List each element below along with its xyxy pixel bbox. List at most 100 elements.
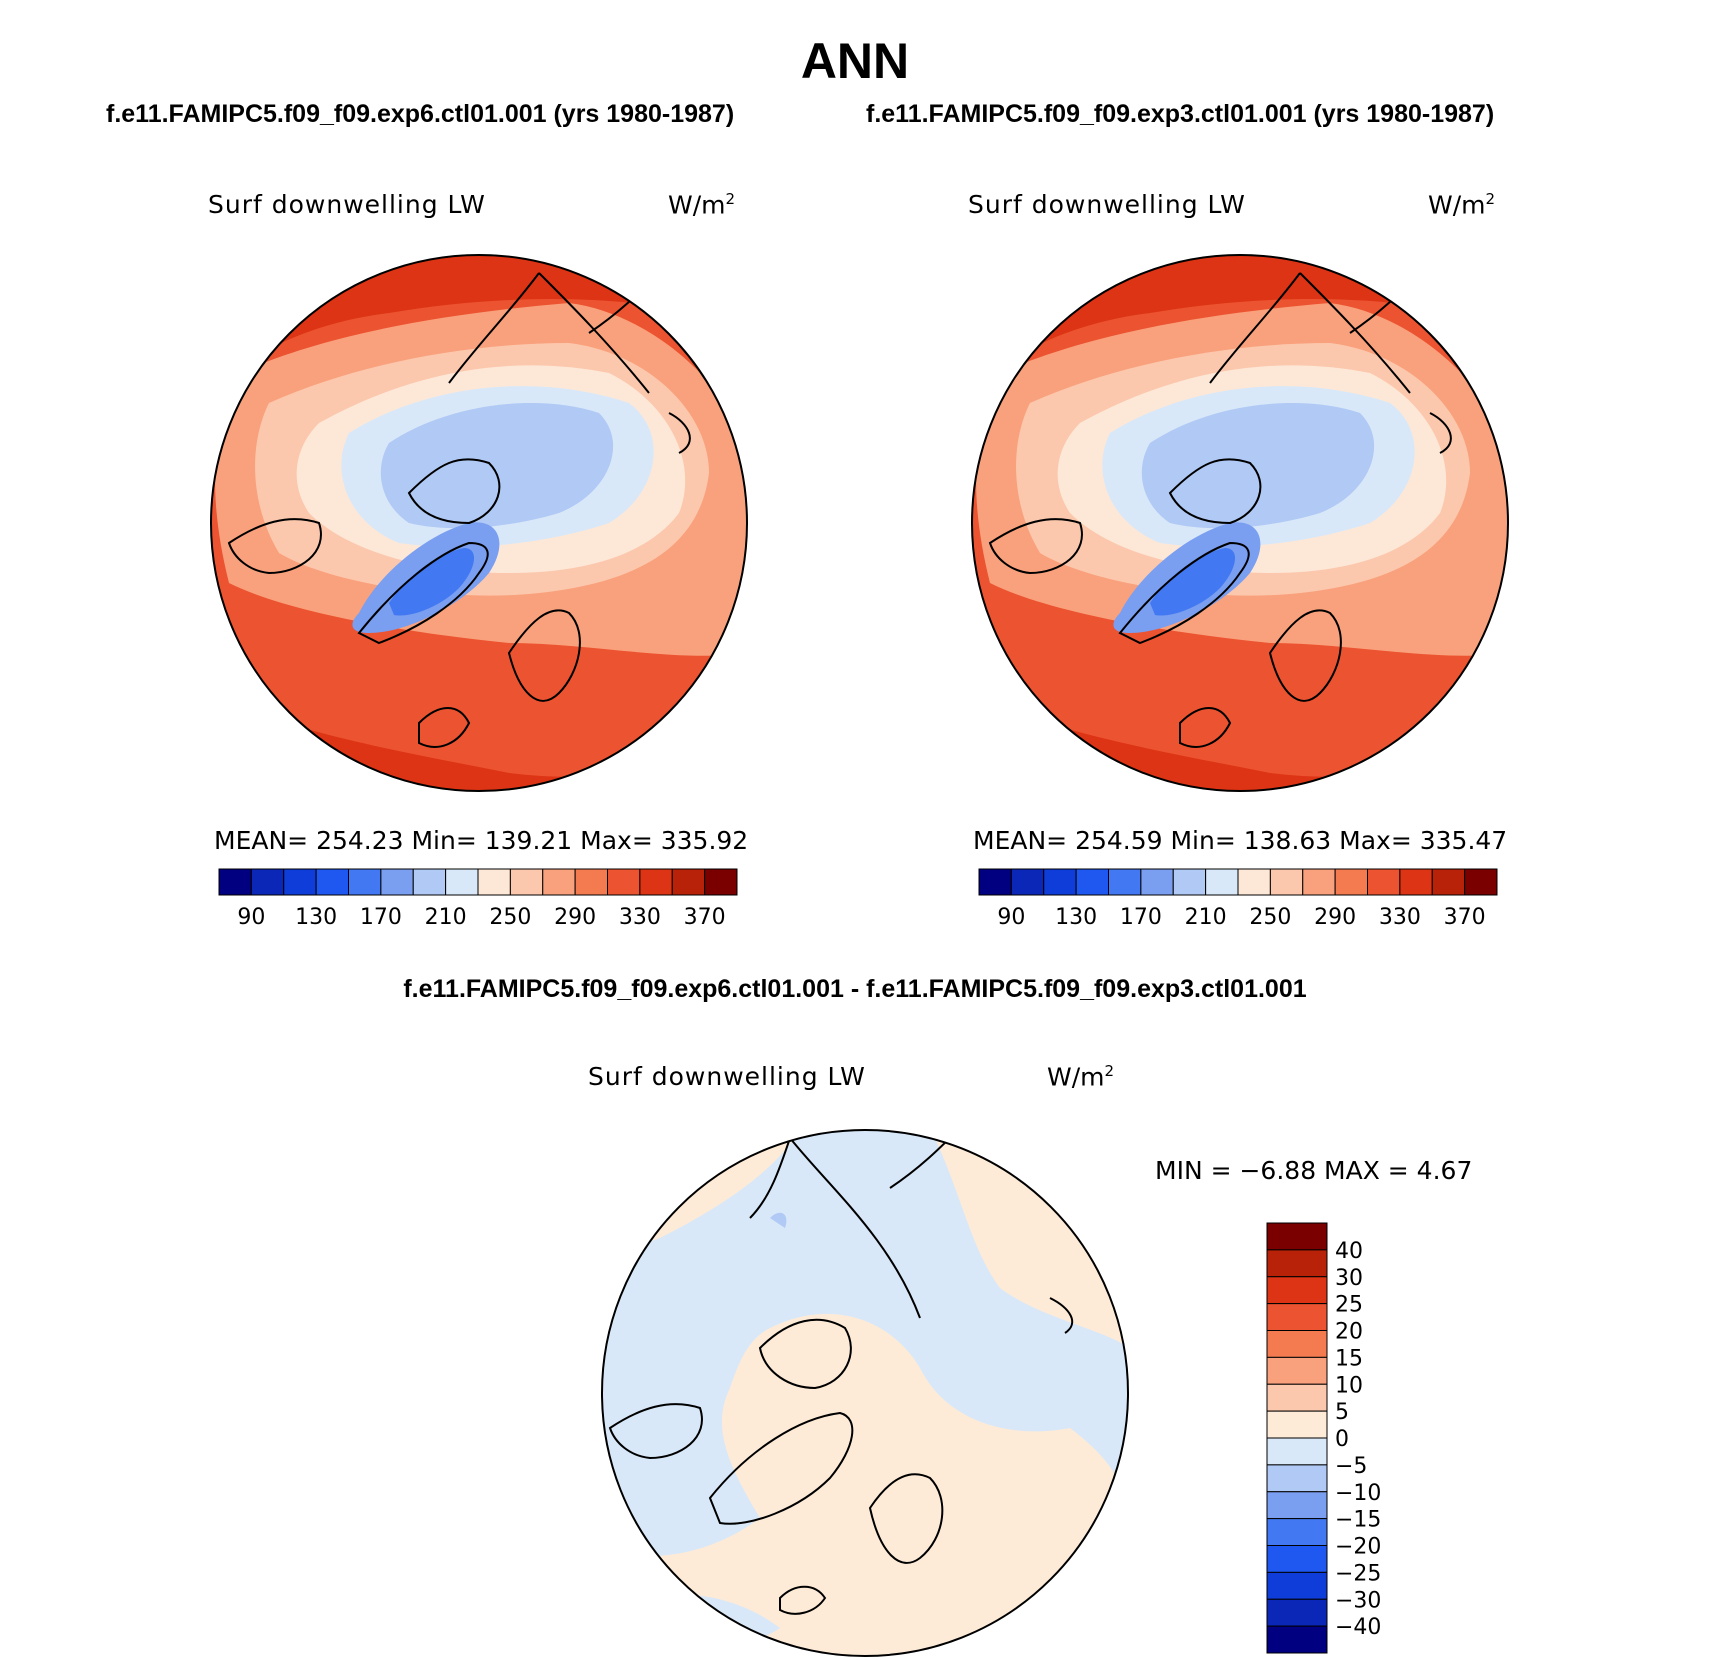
panel3-colorbar-swatch: [1266, 1249, 1328, 1278]
figure-season-title: ANN: [800, 33, 910, 89]
panel2-colorbar-tick-label: 90: [997, 905, 1025, 930]
panel1-colorbar-tick-label: 250: [489, 905, 531, 930]
panel1-colorbar-swatch: [542, 868, 576, 896]
panel3-colorbar-swatch: [1266, 1491, 1328, 1520]
panel1-stats: MEAN= 254.23 Min= 139.21 Max= 335.92: [214, 826, 749, 855]
panel1-colorbar-swatch: [380, 868, 414, 896]
panel1-colorbar-tick-label: 130: [295, 905, 337, 930]
panel3-colorbar-tick-label: 10: [1335, 1373, 1363, 1398]
panel3-colorbar-tick-label: −25: [1335, 1561, 1381, 1586]
panel2-colorbar-tick-label: 210: [1185, 905, 1227, 930]
panel2-case-title: f.e11.FAMIPC5.f09_f09.exp3.ctl01.001 (yr…: [866, 100, 1495, 128]
panel3-colorbar-tick-label: −5: [1335, 1454, 1367, 1479]
panel1-colorbar-swatch: [639, 868, 673, 896]
panel1-colorbar-tick-label: 290: [554, 905, 596, 930]
panel3-region-small-neg: [770, 1212, 787, 1228]
panel2-colorbar-swatch: [1172, 868, 1207, 896]
panel1-colorbar-swatch: [250, 868, 285, 896]
panel3-colorbar-swatch: [1266, 1356, 1328, 1385]
panel3-colorbar-swatch: [1266, 1437, 1328, 1466]
panel3-colorbar-swatch: [1266, 1545, 1328, 1573]
panel3-colorbar-tick-label: −10: [1335, 1481, 1381, 1506]
panel3-colorbar-swatch: [1266, 1625, 1328, 1654]
panel2-colorbar-swatch: [1431, 868, 1466, 896]
panel1-colorbar-swatch: [671, 868, 706, 896]
panel3-colorbar-swatch: [1266, 1303, 1328, 1331]
panel2-colorbar-tick-label: 130: [1055, 905, 1097, 930]
panel1-variable-label: Surf downwelling LW: [208, 190, 486, 219]
panel1-colorbar-swatch: [509, 868, 544, 896]
panel3-colorbar-swatch: [1266, 1410, 1328, 1439]
panel2-colorbar-swatch: [1399, 868, 1433, 896]
panel3-coastlines: [608, 1130, 1074, 1615]
panel1-units-label: W/m2: [668, 190, 736, 220]
panel3-colorbar-tick-label: −15: [1335, 1508, 1381, 1533]
panel3-map-boundary: [601, 1129, 1129, 1657]
panel2-colorbar-tick-label: 330: [1379, 905, 1421, 930]
panel3-colorbar-swatch: [1266, 1276, 1328, 1305]
panel1-colorbar-swatch: [574, 868, 608, 896]
panel3-colorbar-swatch: [1266, 1518, 1328, 1546]
panel2-colorbar: 90 130 170 210 250 290 330 370: [978, 868, 1498, 930]
panel3-colorbar-tick-label: 20: [1335, 1320, 1363, 1345]
panel2-variable-label: Surf downwelling LW: [968, 190, 1246, 219]
panel3-colorbar-swatch: [1266, 1330, 1328, 1358]
panel1-colorbar-swatch: [704, 868, 738, 896]
panel2-colorbar-swatch: [1205, 868, 1239, 896]
panel3-colorbar-swatch: [1266, 1464, 1328, 1493]
panel3-colorbar-tick-label: 15: [1335, 1346, 1363, 1371]
panel1-colorbar-tick-label: 210: [425, 905, 467, 930]
panel2-colorbar-swatch: [1075, 868, 1109, 896]
panel2-colorbar-swatch: [1302, 868, 1336, 896]
panel1-colorbar-swatch: [218, 868, 252, 896]
panel1-colorbar-swatch: [348, 868, 382, 896]
panel1-region-cool: [380, 403, 614, 529]
panel1-colorbar-tick-label: 170: [360, 905, 402, 930]
panel2-colorbar-tick-label: 370: [1444, 905, 1486, 930]
panel2-colorbar-tick-label: 290: [1314, 905, 1356, 930]
panel1-greenland-coldest: [389, 548, 475, 616]
panel1-colorbar-swatch: [445, 868, 479, 896]
panel2-greenland-coldest: [1150, 548, 1236, 616]
panel3-colorbar-tick-label: −30: [1335, 1588, 1381, 1613]
panel2-stats: MEAN= 254.59 Min= 138.63 Max= 335.47: [973, 826, 1508, 855]
panel3-units-label: W/m2: [1047, 1062, 1115, 1092]
panel1-polar-map: [210, 254, 748, 792]
panel3-colorbar-tick-label: 0: [1335, 1427, 1349, 1452]
panel2-colorbar-swatch: [1237, 868, 1271, 896]
panel1-case-title: f.e11.FAMIPC5.f09_f09.exp6.ctl01.001 (yr…: [106, 100, 735, 128]
panel2-colorbar-swatch: [1334, 868, 1368, 896]
panel1-colorbar-swatch: [607, 868, 641, 896]
panel1-colorbar-tick-label: 330: [619, 905, 661, 930]
panel2-polar-map: [971, 254, 1509, 792]
panel3-colorbar-tick-label: 40: [1335, 1239, 1363, 1264]
panel1-colorbar-tick-label: 370: [684, 905, 726, 930]
panel2-colorbar-tick-label: 250: [1249, 905, 1291, 930]
panel1-colorbar: 90 130 170 210 250 290 330 370: [218, 868, 738, 930]
panel3-min-max: MIN = −6.88 MAX = 4.67: [1155, 1156, 1473, 1185]
difference-title: f.e11.FAMIPC5.f09_f09.exp6.ctl01.001 - f…: [403, 975, 1307, 1003]
panel2-colorbar-swatch: [1010, 868, 1045, 896]
panel2-colorbar-swatch: [1464, 868, 1498, 896]
panel3-difference-map: [601, 1129, 1129, 1657]
panel3-region-positive-south: [602, 1314, 1128, 1656]
panel3-colorbar-tick-label: 5: [1335, 1400, 1349, 1425]
panel1-colorbar-swatch: [412, 868, 447, 896]
panel2-colorbar-tick-label: 170: [1120, 905, 1162, 930]
panel1-colorbar-swatch: [315, 868, 349, 896]
panel1-colorbar-swatch: [283, 868, 317, 896]
panel2-colorbar-swatch: [1269, 868, 1304, 896]
panel2-units-label: W/m2: [1428, 190, 1496, 220]
panel3-variable-label: Surf downwelling LW: [588, 1062, 866, 1091]
panel2-colorbar-swatch: [1367, 868, 1401, 896]
panel3-colorbar-swatch: [1266, 1571, 1328, 1600]
panel3-colorbar-tick-label: −40: [1335, 1615, 1381, 1640]
panel1-coastlines: [227, 272, 691, 748]
panel3-colorbar-tick-label: 25: [1335, 1293, 1363, 1318]
panel3-colorbar-swatch: [1266, 1222, 1328, 1251]
panel1-colorbar-tick-label: 90: [237, 905, 265, 930]
panel2-colorbar-swatch: [978, 868, 1012, 896]
panel2-region-cool: [1141, 403, 1375, 529]
panel3-colorbar-swatch: [1266, 1598, 1328, 1627]
